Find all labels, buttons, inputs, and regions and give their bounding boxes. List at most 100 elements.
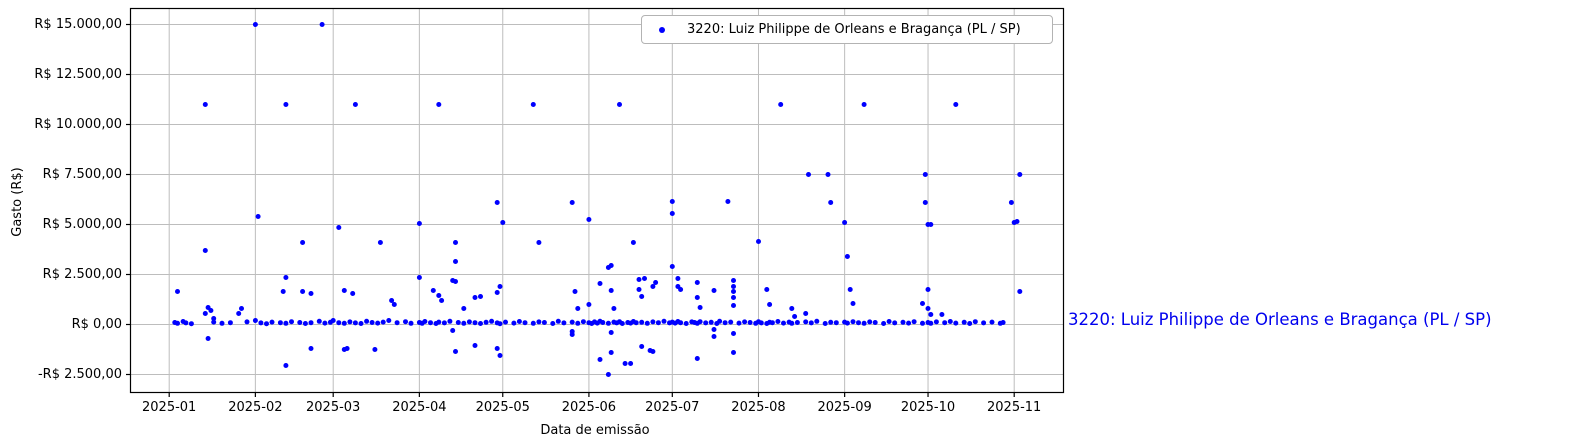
data-point [881, 321, 887, 326]
data-point [511, 320, 517, 326]
data-point [497, 284, 503, 289]
data-point [828, 200, 834, 205]
data-point [842, 220, 848, 225]
data-point [920, 320, 925, 326]
data-point [925, 306, 931, 311]
data-point [1017, 172, 1023, 177]
data-point [653, 280, 659, 285]
data-point [403, 319, 408, 325]
data-point [939, 312, 945, 317]
x-tick-label: 2025-07 [645, 400, 700, 415]
data-point [308, 320, 314, 326]
data-point [608, 330, 614, 335]
data-point [825, 172, 831, 177]
data-point [297, 320, 303, 325]
data-point [302, 321, 308, 326]
data-point [597, 357, 603, 362]
data-point [453, 349, 458, 354]
data-point [972, 319, 978, 325]
data-point [961, 319, 967, 325]
data-point [580, 319, 586, 325]
data-point [202, 102, 208, 107]
data-point [569, 319, 575, 325]
data-point [461, 320, 467, 326]
data-point [981, 320, 987, 326]
data-point [494, 346, 500, 351]
data-point [497, 321, 503, 327]
data-point [289, 319, 294, 325]
data-point [758, 320, 764, 326]
y-tick-label: R$ 5.000,00 [42, 216, 122, 232]
data-point [300, 289, 306, 294]
data-point [394, 320, 400, 326]
data-point [575, 306, 581, 311]
data-point [472, 343, 478, 348]
x-tick-label: 2025-02 [228, 400, 283, 415]
data-point [183, 320, 189, 326]
data-point [728, 319, 734, 325]
data-point [494, 200, 500, 205]
data-point [347, 319, 353, 325]
y-tick-label: R$ 0,00 [71, 316, 122, 332]
data-point [375, 320, 381, 326]
x-tick-label: 2025-04 [392, 400, 447, 415]
data-point [775, 319, 781, 324]
data-point [344, 346, 350, 351]
data-point [764, 287, 770, 292]
data-point [453, 259, 458, 264]
data-point [678, 320, 684, 326]
data-point [778, 102, 784, 107]
deputy-link[interactable]: 3220: Luiz Philippe de Orleans e Braganç… [1068, 310, 1492, 329]
data-point [389, 298, 395, 303]
data-point [550, 321, 556, 326]
data-point [597, 281, 603, 286]
data-point [636, 277, 642, 282]
data-point [731, 295, 736, 300]
data-point [244, 319, 250, 325]
y-axis-title: Gasto (R$) [10, 167, 25, 237]
data-point [892, 320, 898, 326]
data-point [494, 290, 500, 295]
data-point [391, 302, 397, 307]
data-point [844, 320, 850, 326]
data-point [608, 350, 614, 355]
x-tick-label: 2025-03 [306, 400, 361, 415]
data-point [436, 319, 442, 325]
data-point [622, 361, 628, 366]
data-point [300, 240, 306, 245]
x-tick-label: 2025-06 [561, 400, 617, 415]
data-point [669, 211, 675, 216]
data-point [928, 222, 934, 227]
data-point [628, 361, 634, 366]
data-point [422, 319, 428, 324]
data-point [639, 344, 645, 349]
data-point [600, 320, 606, 325]
data-point [636, 287, 642, 292]
data-point [630, 240, 636, 245]
data-point [516, 319, 522, 324]
data-point [650, 284, 656, 289]
data-point [872, 320, 878, 325]
data-point [308, 346, 314, 351]
data-point [928, 312, 934, 317]
data-point [675, 276, 681, 281]
data-point [316, 318, 322, 324]
data-point [236, 311, 242, 316]
data-point [358, 321, 364, 326]
chart-legend: 3220: Luiz Philippe de Orleans e Braganç… [641, 15, 1053, 44]
data-point [650, 319, 656, 325]
data-point [850, 319, 856, 325]
data-point [497, 353, 503, 358]
data-point [925, 287, 931, 292]
data-point [953, 102, 959, 107]
data-point [369, 320, 375, 325]
data-point [794, 320, 800, 325]
data-point [536, 240, 542, 245]
data-point [933, 319, 939, 325]
data-point [844, 254, 850, 259]
plot-frame [129, 7, 1065, 394]
data-point [472, 295, 478, 300]
data-point [861, 320, 867, 326]
data-point [341, 288, 347, 293]
y-tick-label: R$ 2.500,00 [42, 266, 122, 282]
